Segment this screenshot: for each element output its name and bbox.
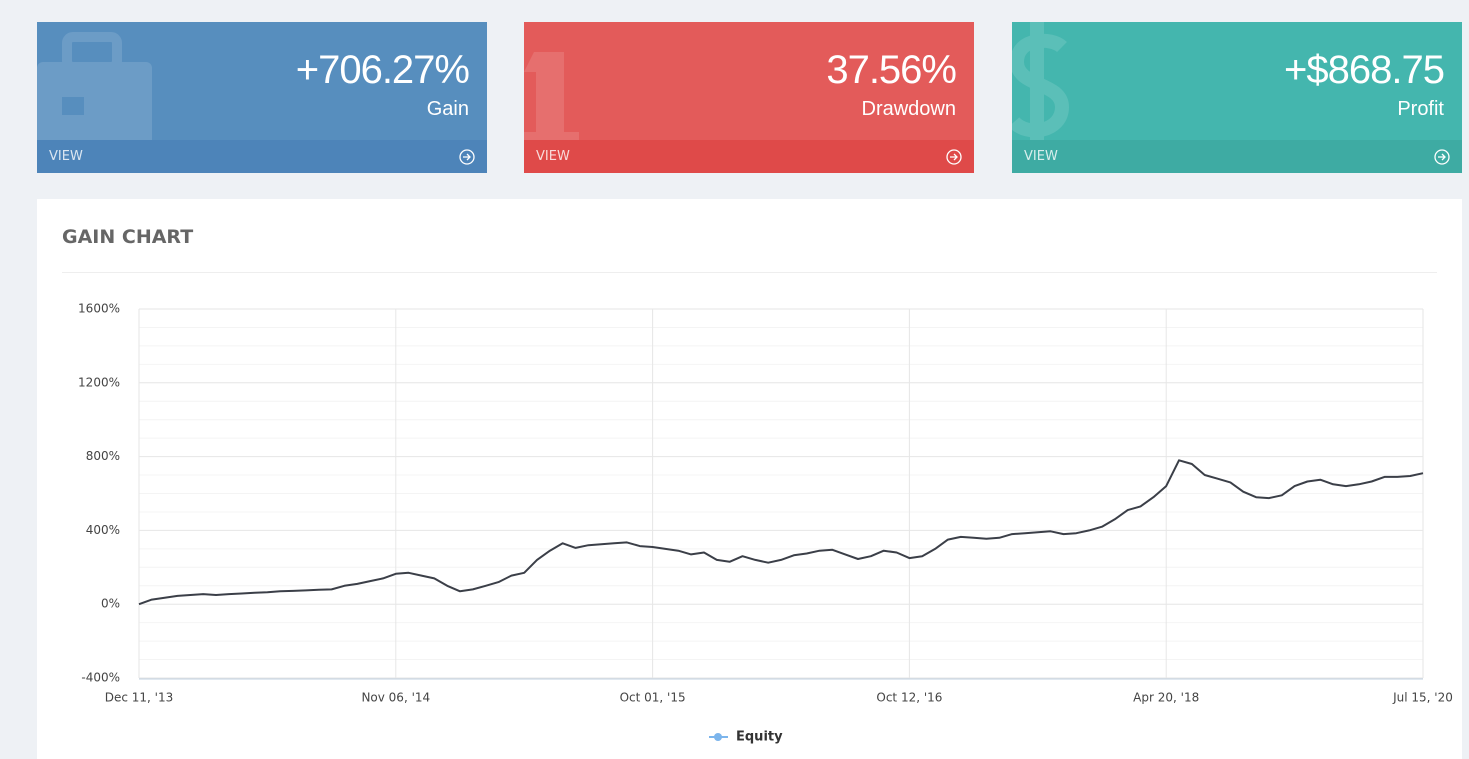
card-label: Drawdown [861,98,956,120]
x-tick-label: Oct 01, '15 [620,691,686,705]
drawdown-card: 37.56% Drawdown VIEW [524,22,974,173]
x-tick-label: Jul 15, '20 [1392,691,1453,705]
card-value: +706.27% [295,48,470,92]
briefcase-icon [37,32,152,147]
y-tick-label: 0% [101,597,120,611]
view-link[interactable]: VIEW [49,149,83,164]
arrow-icon[interactable] [459,149,475,165]
legend-marker [714,733,722,741]
card-value: 37.56% [826,48,957,92]
dollar-icon [1012,22,1070,152]
card-footer[interactable]: VIEW [37,140,487,173]
line [138,459,1424,606]
view-link[interactable]: VIEW [536,149,570,164]
y-tick-label: -400% [81,671,120,685]
card-value: +$868.75 [1284,48,1445,92]
y-tick-label: 800% [86,449,120,463]
card-footer[interactable]: VIEW [524,140,974,173]
chart-panel: GAIN CHART [37,199,1462,759]
profit-card: +$868.75 Profit VIEW [1012,22,1462,173]
y-tick-label: 400% [86,523,120,537]
x-tick-label: Nov 06, '14 [361,691,430,705]
x-tick-label: Dec 11, '13 [105,691,174,705]
x-tick-label: Apr 20, '18 [1133,691,1199,705]
arrow-icon[interactable] [1434,149,1450,165]
arrow-icon[interactable] [946,149,962,165]
legend-label: Equity [736,730,783,745]
card-label: Profit [1397,98,1444,120]
view-link[interactable]: VIEW [1024,149,1058,164]
chart-title: GAIN CHART [62,226,194,248]
bar-icon [524,52,579,147]
gain-card: +706.27% Gain VIEW [37,22,487,173]
separator [62,272,1437,273]
card-footer[interactable]: VIEW [1012,140,1462,173]
card-label: Gain [426,98,469,120]
y-tick-label: 1200% [78,375,120,389]
x-tick-label: Oct 12, '16 [876,691,942,705]
y-tick-label: 1600% [78,302,120,316]
